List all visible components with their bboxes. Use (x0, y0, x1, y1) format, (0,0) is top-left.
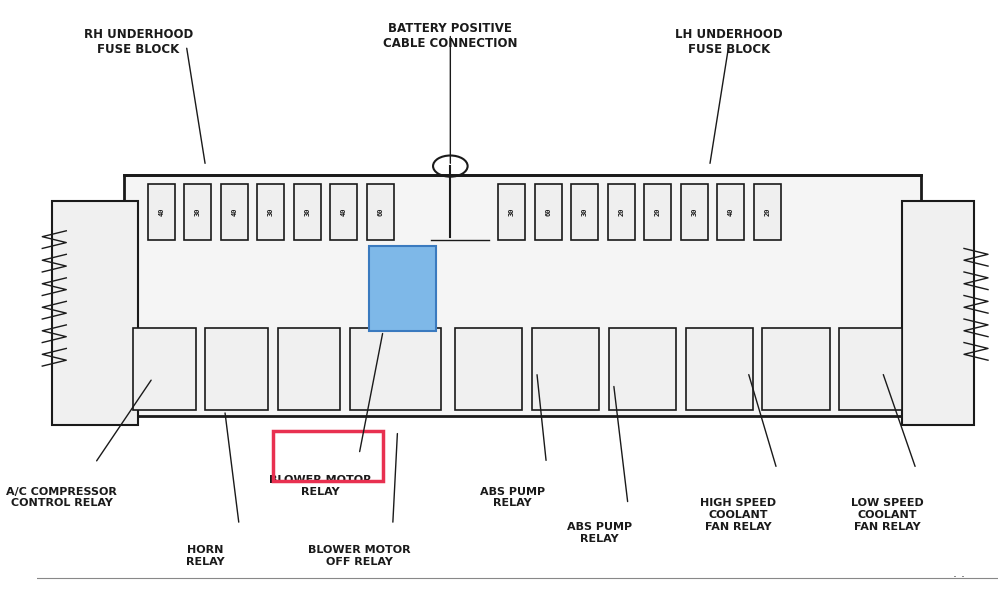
Text: 30: 30 (581, 207, 587, 216)
Bar (685, 328, 753, 410)
Bar (762, 328, 829, 410)
Bar (273, 431, 384, 481)
Bar (456, 328, 522, 410)
Text: 40: 40 (232, 207, 238, 216)
Bar (753, 184, 780, 239)
Bar (350, 328, 441, 410)
Text: 40: 40 (727, 207, 733, 216)
Bar (607, 184, 634, 239)
Bar (839, 328, 901, 410)
Bar (52, 202, 138, 425)
Bar (531, 328, 599, 410)
Text: BLOWER MOTOR
OFF RELAY: BLOWER MOTOR OFF RELAY (308, 545, 411, 567)
Text: 20: 20 (654, 207, 660, 216)
Bar (148, 184, 175, 239)
Bar (185, 184, 211, 239)
Bar (206, 328, 268, 410)
Text: 30: 30 (195, 207, 201, 216)
Bar (369, 245, 436, 331)
Text: 20: 20 (764, 207, 770, 216)
Text: LH UNDERHOOD
FUSE BLOCK: LH UNDERHOOD FUSE BLOCK (675, 28, 782, 56)
Text: ABS PUMP
RELAY: ABS PUMP RELAY (481, 486, 545, 508)
Bar (901, 202, 974, 425)
Bar (221, 184, 248, 239)
Bar (644, 184, 671, 239)
Text: BATTERY POSITIVE
CABLE CONNECTION: BATTERY POSITIVE CABLE CONNECTION (383, 22, 517, 50)
Bar (534, 184, 561, 239)
Text: BLOWER MOTOR
RELAY: BLOWER MOTOR RELAY (270, 475, 372, 496)
Text: A/C COMPRESSOR
CONTROL RELAY: A/C COMPRESSOR CONTROL RELAY (6, 486, 117, 508)
Bar (680, 184, 707, 239)
Text: LOW SPEED
COOLANT
FAN RELAY: LOW SPEED COOLANT FAN RELAY (851, 498, 923, 532)
Text: 30: 30 (508, 207, 514, 216)
Bar (278, 328, 340, 410)
Bar (367, 184, 394, 239)
Text: · ·: · · (953, 571, 965, 584)
Bar (717, 184, 744, 239)
Text: RH UNDERHOOD
FUSE BLOCK: RH UNDERHOOD FUSE BLOCK (84, 28, 193, 56)
Text: 40: 40 (158, 207, 164, 216)
Text: 60: 60 (378, 207, 384, 216)
Text: 40: 40 (341, 207, 347, 216)
Text: ABS PUMP
RELAY: ABS PUMP RELAY (566, 522, 631, 544)
Text: 20: 20 (618, 207, 624, 216)
Text: 30: 30 (691, 207, 697, 216)
Bar (571, 184, 598, 239)
Bar (499, 184, 525, 239)
Text: 30: 30 (305, 207, 311, 216)
Bar (294, 184, 321, 239)
Text: HIGH SPEED
COOLANT
FAN RELAY: HIGH SPEED COOLANT FAN RELAY (700, 498, 776, 532)
Bar (124, 175, 921, 416)
Bar (134, 328, 196, 410)
Text: 60: 60 (545, 207, 551, 216)
Bar (331, 184, 358, 239)
Text: HORN
RELAY: HORN RELAY (186, 545, 225, 567)
Bar (608, 328, 676, 410)
Text: 30: 30 (268, 207, 274, 216)
Bar (258, 184, 285, 239)
